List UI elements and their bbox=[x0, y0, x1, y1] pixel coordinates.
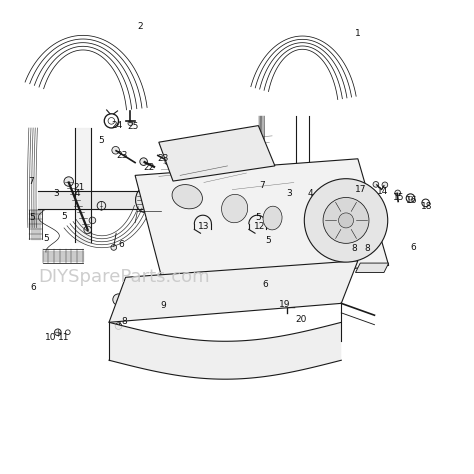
Text: 5: 5 bbox=[44, 234, 49, 243]
Text: 4: 4 bbox=[74, 190, 80, 198]
Circle shape bbox=[89, 217, 96, 224]
Text: 23: 23 bbox=[157, 155, 168, 163]
Text: 23: 23 bbox=[117, 151, 128, 160]
Polygon shape bbox=[159, 126, 275, 181]
Text: 1: 1 bbox=[355, 29, 361, 37]
Text: 6: 6 bbox=[118, 240, 124, 249]
Text: 11: 11 bbox=[58, 333, 69, 342]
Text: 8: 8 bbox=[122, 317, 128, 326]
Text: 16: 16 bbox=[406, 197, 417, 205]
Circle shape bbox=[179, 293, 191, 304]
Polygon shape bbox=[109, 261, 358, 322]
Text: 4: 4 bbox=[308, 190, 313, 198]
Polygon shape bbox=[135, 159, 389, 284]
Text: 3: 3 bbox=[286, 190, 292, 198]
Ellipse shape bbox=[351, 189, 370, 215]
Text: 6: 6 bbox=[30, 283, 36, 292]
Circle shape bbox=[115, 323, 122, 329]
Circle shape bbox=[338, 213, 354, 228]
Text: 20: 20 bbox=[296, 315, 307, 323]
Circle shape bbox=[382, 182, 388, 188]
Text: 7: 7 bbox=[28, 177, 34, 185]
Text: 5: 5 bbox=[29, 213, 35, 221]
Text: 22: 22 bbox=[144, 163, 155, 172]
Text: 9: 9 bbox=[161, 301, 166, 310]
Text: 8: 8 bbox=[352, 245, 357, 253]
Text: 12: 12 bbox=[254, 222, 265, 230]
Circle shape bbox=[357, 185, 360, 188]
Circle shape bbox=[97, 201, 106, 210]
Circle shape bbox=[323, 198, 369, 243]
Text: 18: 18 bbox=[421, 202, 432, 211]
Circle shape bbox=[113, 294, 124, 305]
Circle shape bbox=[111, 245, 117, 250]
Text: 3: 3 bbox=[53, 189, 59, 198]
Text: 2: 2 bbox=[137, 22, 143, 30]
Ellipse shape bbox=[221, 194, 248, 223]
Text: 25: 25 bbox=[127, 122, 138, 131]
Ellipse shape bbox=[172, 184, 202, 209]
Text: 15: 15 bbox=[393, 193, 405, 201]
Ellipse shape bbox=[263, 206, 282, 230]
Circle shape bbox=[395, 190, 401, 196]
Text: DIYSpareParts.com: DIYSpareParts.com bbox=[38, 268, 210, 286]
Polygon shape bbox=[356, 263, 389, 273]
Circle shape bbox=[304, 179, 388, 262]
Text: 8: 8 bbox=[364, 245, 370, 253]
Circle shape bbox=[349, 229, 355, 235]
Text: 6: 6 bbox=[262, 281, 268, 289]
Circle shape bbox=[140, 158, 147, 165]
Circle shape bbox=[112, 146, 119, 154]
Text: 13: 13 bbox=[198, 222, 210, 230]
Text: 21: 21 bbox=[73, 183, 85, 192]
Circle shape bbox=[298, 201, 307, 210]
Circle shape bbox=[276, 293, 283, 301]
Text: 14: 14 bbox=[377, 187, 389, 196]
Circle shape bbox=[84, 226, 91, 234]
Circle shape bbox=[165, 158, 172, 165]
Ellipse shape bbox=[136, 188, 154, 212]
Text: 5: 5 bbox=[265, 237, 271, 245]
Text: 10: 10 bbox=[45, 333, 56, 342]
Circle shape bbox=[373, 182, 379, 187]
Text: 6: 6 bbox=[410, 243, 416, 252]
Text: 7: 7 bbox=[259, 182, 265, 190]
Circle shape bbox=[55, 329, 61, 336]
Circle shape bbox=[128, 121, 133, 126]
Text: 5: 5 bbox=[61, 212, 67, 221]
Text: 5: 5 bbox=[255, 213, 261, 221]
Circle shape bbox=[64, 177, 73, 186]
Text: 24: 24 bbox=[111, 121, 122, 130]
Text: 19: 19 bbox=[279, 300, 290, 309]
Circle shape bbox=[339, 224, 345, 230]
Text: 17: 17 bbox=[356, 185, 367, 194]
Text: 5: 5 bbox=[98, 137, 104, 145]
